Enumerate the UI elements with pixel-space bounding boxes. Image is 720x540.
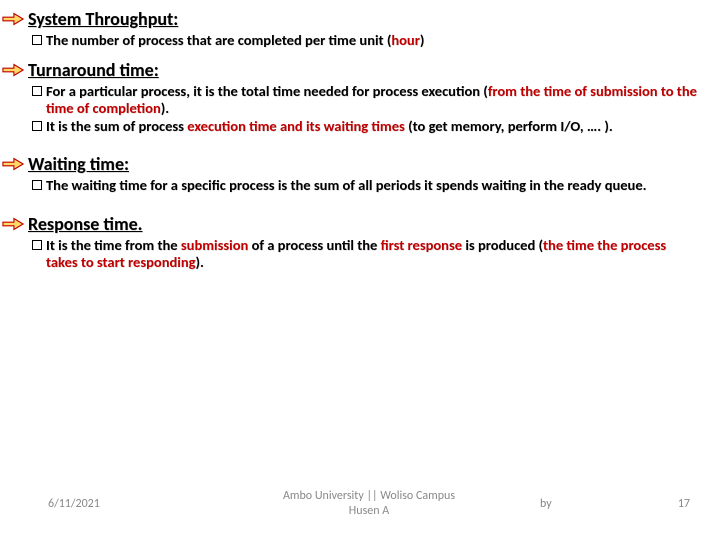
arrow-icon (2, 63, 24, 77)
bullet-text: It is the time from the submission of a … (46, 237, 698, 271)
heading-text: Response time. (28, 213, 142, 235)
section: Turnaround time:For a particular process… (22, 59, 698, 135)
heading-text: Turnaround time: (28, 59, 159, 81)
section-heading: Waiting time: (22, 153, 698, 175)
square-bullet-icon (32, 121, 42, 131)
footer-date: 6/11/2021 (48, 497, 198, 511)
heading-text: System Throughput: (28, 8, 178, 30)
section: Waiting time: The waiting time for a spec… (22, 153, 698, 194)
arrow-icon (2, 217, 24, 231)
heading-text: Waiting time: (28, 153, 129, 175)
bullet-text: The waiting time for a specific process … (46, 177, 698, 194)
bullet-item: The number of process that are completed… (32, 32, 698, 49)
section: Response time.It is the time from the su… (22, 213, 698, 271)
bullet-item: For a particular process, it is the tota… (32, 83, 698, 117)
footer-by: by (540, 497, 580, 511)
arrow-icon (2, 12, 24, 26)
bullet-list: The waiting time for a specific process … (32, 177, 698, 194)
slide-footer: 6/11/2021 Ambo University || Woliso Camp… (0, 489, 720, 518)
square-bullet-icon (32, 35, 42, 45)
section: System Throughput: The number of process … (22, 8, 698, 49)
bullet-list: For a particular process, it is the tota… (32, 83, 698, 135)
footer-page-number: 17 (580, 497, 690, 511)
bullet-item: It is the sum of process execution time … (32, 118, 698, 135)
bullet-text: It is the sum of process execution time … (46, 118, 698, 135)
bullet-list: It is the time from the submission of a … (32, 237, 698, 271)
bullet-list: The number of process that are completed… (32, 32, 698, 49)
bullet-text: The number of process that are completed… (46, 32, 698, 49)
section-heading: Response time. (22, 213, 698, 235)
footer-center: Ambo University || Woliso Campus Husen A (198, 489, 540, 518)
section-heading: Turnaround time: (22, 59, 698, 81)
square-bullet-icon (32, 240, 42, 250)
section-heading: System Throughput: (22, 8, 698, 30)
bullet-text: For a particular process, it is the tota… (46, 83, 698, 117)
square-bullet-icon (32, 180, 42, 190)
arrow-icon (2, 157, 24, 171)
bullet-item: The waiting time for a specific process … (32, 177, 698, 194)
square-bullet-icon (32, 86, 42, 96)
bullet-item: It is the time from the submission of a … (32, 237, 698, 271)
